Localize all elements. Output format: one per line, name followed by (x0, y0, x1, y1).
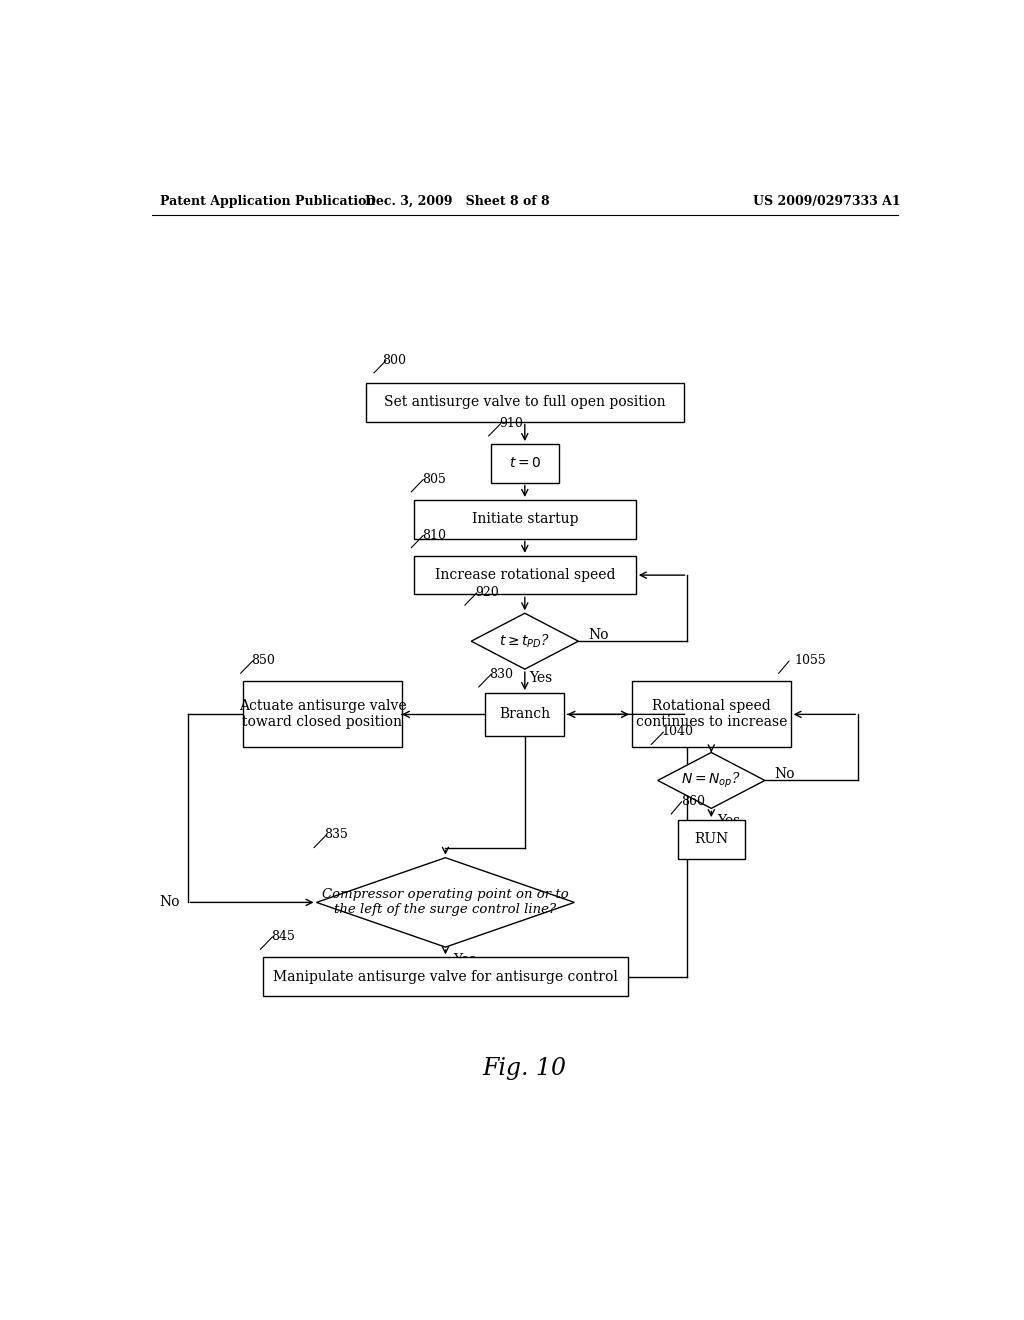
Text: 920: 920 (475, 586, 499, 599)
Text: Dec. 3, 2009   Sheet 8 of 8: Dec. 3, 2009 Sheet 8 of 8 (365, 194, 550, 207)
Polygon shape (657, 752, 765, 808)
Polygon shape (471, 614, 579, 669)
Text: No: No (588, 628, 608, 642)
Text: 1055: 1055 (795, 655, 826, 667)
Text: 910: 910 (499, 417, 523, 430)
Text: No: No (159, 895, 179, 909)
Polygon shape (316, 858, 574, 948)
Text: RUN: RUN (694, 833, 728, 846)
Text: Set antisurge valve to full open position: Set antisurge valve to full open positio… (384, 395, 666, 409)
Text: Manipulate antisurge valve for antisurge control: Manipulate antisurge valve for antisurge… (273, 970, 617, 983)
Text: $N=N_{op}$?: $N=N_{op}$? (681, 771, 741, 791)
Text: Yes: Yes (528, 671, 552, 685)
Text: Initiate startup: Initiate startup (471, 512, 579, 527)
Text: No: No (774, 767, 795, 781)
Text: 830: 830 (489, 668, 513, 681)
FancyBboxPatch shape (414, 556, 636, 594)
Text: US 2009/0297333 A1: US 2009/0297333 A1 (753, 194, 900, 207)
FancyBboxPatch shape (243, 681, 401, 747)
Text: Increase rotational speed: Increase rotational speed (434, 568, 615, 582)
Text: 800: 800 (382, 354, 406, 367)
Text: Rotational speed
continues to increase: Rotational speed continues to increase (636, 700, 787, 730)
Text: 845: 845 (270, 931, 295, 942)
FancyBboxPatch shape (263, 957, 628, 995)
Text: 850: 850 (251, 655, 274, 667)
Text: Compressor operating point on or to
the left of the surge control line?: Compressor operating point on or to the … (323, 888, 568, 916)
Text: Actuate antisurge valve
toward closed position: Actuate antisurge valve toward closed po… (239, 700, 407, 730)
FancyBboxPatch shape (414, 500, 636, 539)
Text: $t=0$: $t=0$ (509, 457, 541, 470)
FancyBboxPatch shape (367, 383, 684, 421)
Text: 805: 805 (422, 473, 445, 486)
FancyBboxPatch shape (492, 444, 558, 483)
FancyBboxPatch shape (632, 681, 791, 747)
Text: Yes: Yes (718, 814, 741, 829)
Text: 1040: 1040 (662, 725, 693, 738)
Text: 860: 860 (682, 795, 706, 808)
Text: Fig. 10: Fig. 10 (482, 1056, 567, 1080)
FancyBboxPatch shape (485, 693, 564, 735)
Text: $t\geq t_{PD}$?: $t\geq t_{PD}$? (500, 632, 550, 649)
Text: 835: 835 (325, 829, 348, 841)
Text: 810: 810 (422, 528, 445, 541)
Text: Branch: Branch (500, 708, 550, 721)
FancyBboxPatch shape (678, 820, 745, 859)
Text: Patent Application Publication: Patent Application Publication (160, 194, 375, 207)
Text: Yes: Yes (454, 953, 476, 968)
